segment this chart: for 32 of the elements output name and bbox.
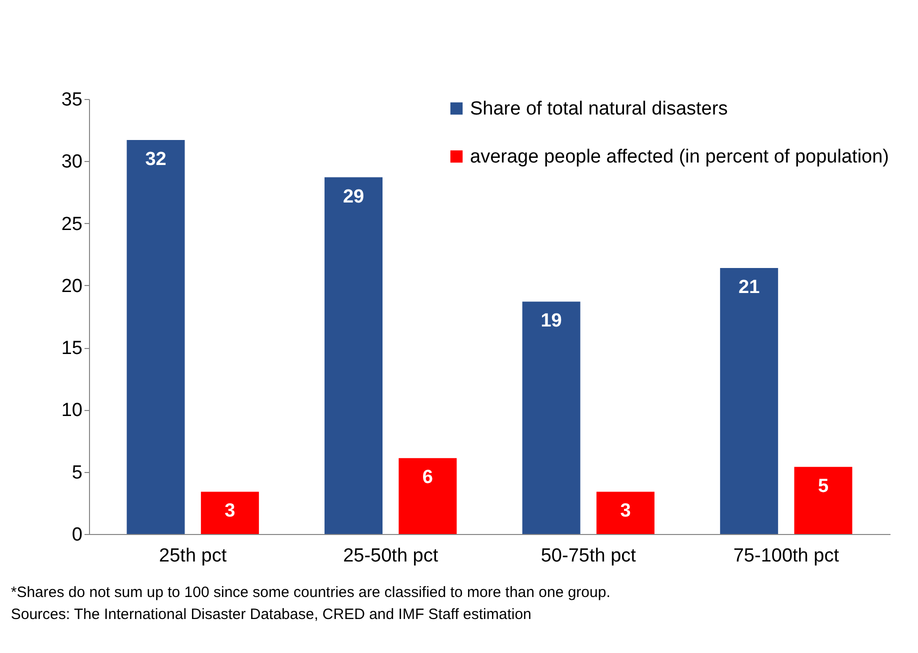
- y-tick-label: 35: [61, 90, 82, 110]
- x-tick-label: 25-50th pct: [343, 546, 439, 566]
- y-tick-label: 30: [61, 152, 82, 173]
- bar: [324, 177, 383, 534]
- data-label: 29: [342, 186, 364, 208]
- bar: [200, 492, 259, 534]
- y-tick-label: 0: [72, 524, 82, 546]
- bar: [398, 458, 457, 534]
- x-tick-label: 50-75th pct: [540, 546, 637, 566]
- data-label: 19: [540, 310, 562, 332]
- bar: [596, 492, 654, 534]
- data-label: 3: [224, 500, 236, 522]
- bar: [794, 466, 852, 534]
- legend-label: Share of total natural disasters: [470, 98, 728, 120]
- bar: [720, 268, 778, 534]
- y-tick-label: 20: [61, 276, 82, 297]
- bar: [522, 302, 580, 534]
- y-tick-label: 25: [61, 214, 82, 235]
- bar: [126, 140, 185, 534]
- data-label: 5: [818, 476, 829, 497]
- data-label: 21: [738, 277, 760, 298]
- source-note: Sources: The International Disaster Database, CRED and IMF Staff estimation: [10, 606, 532, 623]
- y-tick-label: 5: [72, 462, 82, 484]
- x-tick-label: 25th pct: [159, 546, 228, 566]
- text: *Shares do not sum up to 100 since some countries are classified to more than one group.: [10, 584, 610, 601]
- data-label: 6: [422, 467, 433, 488]
- data-label: 32: [145, 149, 166, 170]
- legend-label: average people affected (in percent of population): [470, 146, 890, 168]
- y-tick-label: 10: [61, 400, 82, 422]
- data-label: 3: [620, 500, 631, 522]
- y-tick-label: 15: [61, 338, 82, 360]
- x-tick-label: 75-100th pct: [733, 546, 840, 566]
